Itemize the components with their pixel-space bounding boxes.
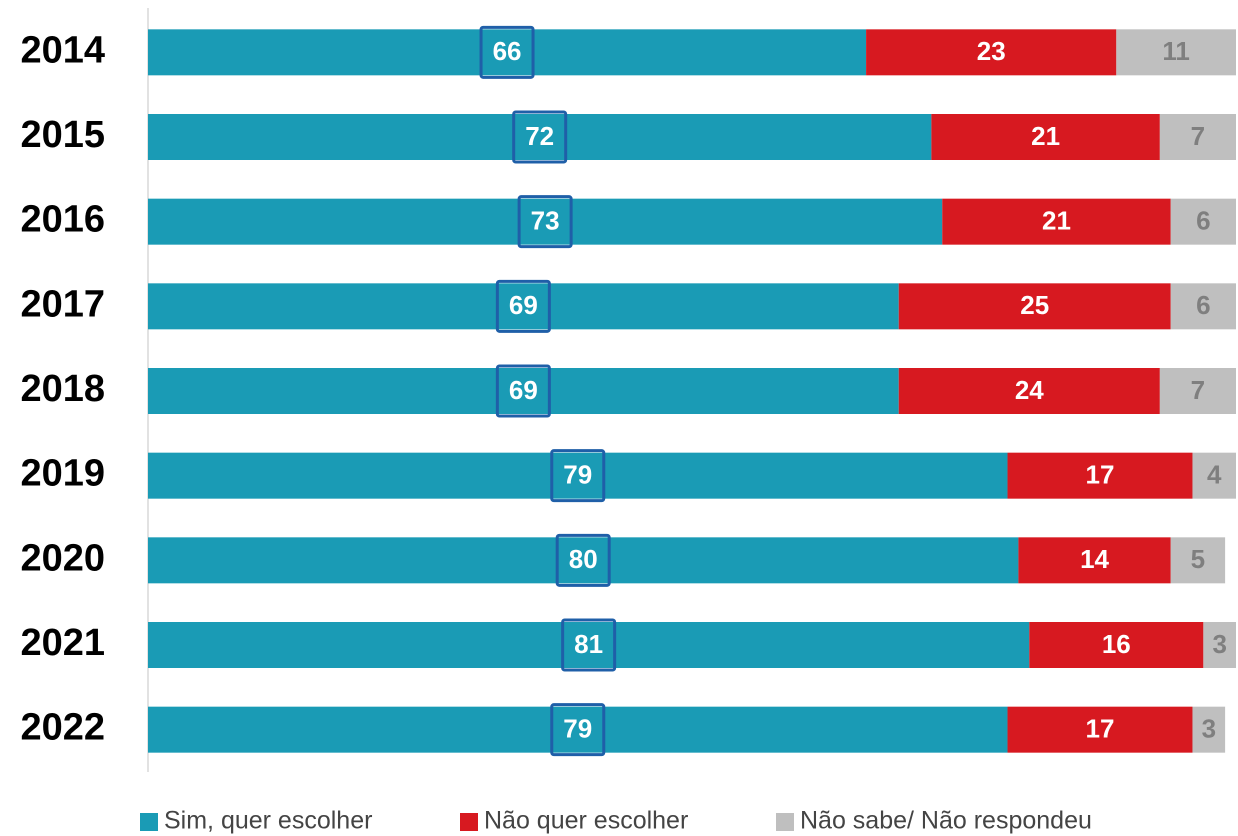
bar-segment xyxy=(1007,706,1193,753)
bar-segment xyxy=(1029,622,1204,668)
value-label: 66 xyxy=(493,36,522,66)
value-label: 11 xyxy=(1162,36,1190,66)
bar-segment xyxy=(148,622,1030,668)
legend-swatch xyxy=(140,813,158,831)
bar-segment xyxy=(1018,537,1171,584)
legend-swatch xyxy=(460,813,478,831)
bar-segment xyxy=(148,706,1008,753)
value-label: 4 xyxy=(1207,460,1222,490)
value-label: 3 xyxy=(1212,629,1226,659)
bar-segment xyxy=(1203,622,1236,668)
bar-segment xyxy=(148,29,867,76)
value-label: 3 xyxy=(1202,714,1216,744)
value-label: 17 xyxy=(1086,460,1115,490)
legend-label: Sim, quer escolher xyxy=(164,807,372,835)
bar-segment xyxy=(942,198,1171,245)
value-label-box xyxy=(550,449,606,503)
legend-label: Não sabe/ Não respondeu xyxy=(800,807,1092,835)
value-label: 21 xyxy=(1042,206,1071,236)
bar-segment xyxy=(148,452,1008,499)
category-label: 2015 xyxy=(20,114,105,156)
bar-segment xyxy=(148,283,899,330)
bar-segment xyxy=(1159,368,1236,414)
value-label-box xyxy=(555,533,611,587)
category-label: 2019 xyxy=(20,453,105,495)
value-label-box xyxy=(512,110,568,164)
value-label: 7 xyxy=(1191,375,1205,405)
value-label: 6 xyxy=(1196,290,1210,320)
bar-segment xyxy=(148,198,943,245)
value-label: 17 xyxy=(1086,714,1115,744)
value-label: 25 xyxy=(1020,290,1049,320)
category-label: 2014 xyxy=(20,29,105,71)
bar-segment xyxy=(148,537,1019,584)
value-label: 16 xyxy=(1102,629,1131,659)
value-label: 69 xyxy=(509,290,538,320)
bar-segment xyxy=(1192,706,1226,753)
value-label: 69 xyxy=(509,375,538,405)
bar-segment xyxy=(1192,452,1236,499)
value-label: 24 xyxy=(1015,375,1044,405)
value-label: 81 xyxy=(574,629,603,659)
value-label: 7 xyxy=(1191,121,1205,151)
category-label: 2017 xyxy=(20,283,105,325)
value-label-box xyxy=(517,195,573,249)
bar-segment xyxy=(1170,537,1226,584)
value-label: 6 xyxy=(1196,206,1210,236)
category-label: 2016 xyxy=(20,199,105,241)
bar-segment xyxy=(898,368,1160,414)
legend-swatch xyxy=(776,813,794,831)
category-label: 2022 xyxy=(20,707,105,749)
bar-segment xyxy=(1170,283,1236,330)
legend-label: Não quer escolher xyxy=(484,807,688,835)
value-label: 80 xyxy=(569,544,598,574)
bar-segment xyxy=(1116,29,1236,76)
bar-segment xyxy=(866,29,1117,76)
value-label: 72 xyxy=(525,121,554,151)
category-label: 2020 xyxy=(20,537,105,579)
value-label-box xyxy=(495,279,551,333)
value-label-box xyxy=(561,618,617,672)
value-label: 73 xyxy=(531,206,560,236)
bar-segment xyxy=(898,283,1171,330)
bar-segment xyxy=(148,114,932,160)
value-label-box xyxy=(550,703,606,757)
value-label: 14 xyxy=(1080,544,1109,574)
value-label: 79 xyxy=(563,460,592,490)
value-label: 79 xyxy=(563,714,592,744)
value-label-box xyxy=(495,364,551,418)
category-label: 2018 xyxy=(20,368,105,410)
value-label-box xyxy=(479,25,535,79)
bar-segment xyxy=(1007,452,1193,499)
bar-segment xyxy=(931,114,1160,160)
bar-segment xyxy=(1159,114,1236,160)
value-label: 23 xyxy=(977,36,1006,66)
category-label: 2021 xyxy=(20,622,105,664)
bar-segment xyxy=(1170,198,1236,245)
value-label: 5 xyxy=(1191,544,1205,574)
bar-segment xyxy=(148,368,899,414)
value-label: 21 xyxy=(1031,121,1060,151)
